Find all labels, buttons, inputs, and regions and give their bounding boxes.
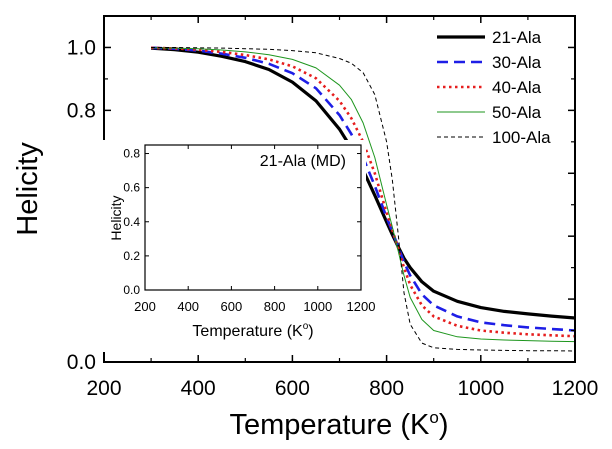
inset-x-axis-label: Temperature (Ko) [192, 321, 313, 340]
series-line-21-ala [150, 46, 576, 320]
inset-plot: 200 400 600 800 1000 1200 0.0 0.2 0.4 0.6 0.8 21-A… [58, 140, 375, 352]
legend-label-100-ala: 100-Ala [492, 128, 551, 147]
inset-x-tick-label: 800 [264, 299, 286, 314]
legend-label-50-ala: 50-Ala [492, 103, 542, 122]
legend-label-30-ala: 30-Ala [492, 53, 542, 72]
inset-plot-frame [144, 144, 362, 291]
inset-y-tick-label: 0.6 [123, 181, 140, 195]
main-x-axis-label: Temperature (Ko) [230, 408, 449, 441]
inset-axis-ticks: 200 400 600 800 1000 1200 0.0 0.2 0.4 0.6 0.8 [123, 145, 375, 314]
x-tick-label: 400 [181, 377, 216, 400]
inset-y-tick-label: 0.0 [123, 283, 140, 297]
inset-x-tick-label: 1000 [303, 299, 332, 314]
inset-y-tick-label: 0.8 [123, 147, 140, 161]
inset-x-tick-label: 600 [221, 299, 243, 314]
main-series-lines [150, 46, 576, 352]
legend-label-21-ala: 21-Ala [492, 28, 542, 47]
inset-x-tick-label: 400 [177, 299, 199, 314]
legend: 21-Ala 30-Ala 40-Ala 50-Ala 100-Ala [437, 28, 551, 147]
series-line-40-ala [151, 46, 576, 338]
x-tick-label: 1200 [552, 377, 599, 400]
x-tick-label: 200 [86, 377, 121, 400]
series-line-30-ala [151, 46, 576, 332]
series-line-100-ala [151, 47, 576, 352]
inset-y-tick-label: 0.2 [123, 249, 140, 263]
main-y-axis-label: Helicity [12, 142, 44, 236]
inset-y-tick-label: 0.4 [123, 215, 140, 229]
inset-x-tick-label: 1200 [347, 299, 376, 314]
y-tick-label: 0.0 [67, 351, 96, 374]
inset-title: 21-Ala (MD) [260, 153, 346, 170]
x-tick-label: 1000 [457, 377, 504, 400]
y-tick-label: 0.8 [67, 99, 96, 122]
y-tick-label: 1.0 [67, 36, 96, 59]
x-tick-label: 600 [275, 377, 310, 400]
x-tick-label: 800 [369, 377, 404, 400]
series-line-50-ala [151, 47, 576, 343]
legend-label-40-ala: 40-Ala [492, 78, 542, 97]
inset-y-axis-label: Helicity [108, 195, 124, 240]
inset-x-tick-label: 200 [134, 299, 156, 314]
